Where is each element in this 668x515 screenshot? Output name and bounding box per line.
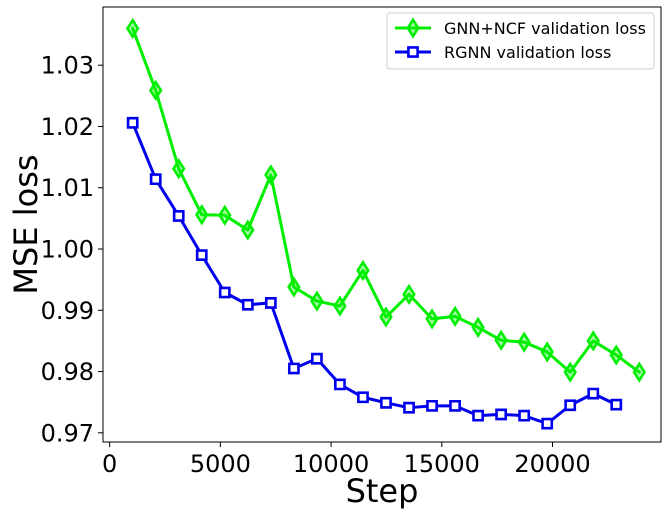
data-point [609, 344, 624, 366]
data-point [449, 399, 461, 412]
data-point [541, 417, 554, 430]
legend-label-gnn-ncf: GNN+NCF validation loss [444, 19, 646, 38]
data-point [264, 297, 277, 309]
data-point [494, 329, 508, 351]
data-point [172, 210, 185, 222]
x-tick-label: 0 [102, 450, 117, 478]
y-tick-label: 1.01 [41, 174, 94, 202]
data-point [402, 283, 416, 305]
y-tick-label: 1.03 [41, 52, 94, 80]
series-gnn-ncf [125, 17, 647, 383]
legend: GNN+NCF validation loss RGNN validation … [386, 12, 655, 70]
data-point [518, 409, 531, 422]
data-point [264, 164, 278, 186]
data-point [403, 401, 415, 414]
x-tick-label: 15000 [404, 450, 480, 478]
data-point [218, 286, 231, 299]
data-point [171, 158, 186, 180]
data-point [241, 298, 254, 311]
data-point [471, 316, 485, 339]
data-point [425, 308, 439, 330]
x-axis-label: Step [346, 472, 419, 510]
y-tick-label: 0.99 [41, 297, 94, 325]
data-point [310, 290, 324, 312]
data-point [125, 17, 140, 40]
data-point [334, 378, 346, 391]
data-point [195, 249, 208, 262]
data-point [126, 116, 139, 129]
y-axis-ticks: 0.97 0.98 0.99 1.00 1.01 1.02 1.03 [41, 52, 103, 447]
data-point [380, 396, 392, 409]
legend-marker-gnn-ncf [406, 17, 420, 39]
data-point [148, 79, 163, 101]
x-tick-label: 5000 [190, 450, 251, 478]
y-axis-label: MSE loss [7, 154, 45, 294]
data-point [564, 399, 577, 412]
data-point [632, 361, 647, 383]
legend-entry-rgnn: RGNN validation loss [395, 43, 611, 62]
data-point [587, 387, 600, 400]
y-tick-label: 1.02 [41, 113, 94, 141]
data-point [149, 173, 162, 186]
data-point [517, 331, 531, 353]
data-point [426, 399, 438, 412]
data-point [311, 352, 323, 365]
data-point [287, 362, 300, 375]
data-point [195, 204, 209, 226]
data-point [357, 391, 369, 404]
y-tick-label: 0.98 [41, 358, 94, 386]
series-line [131, 26, 641, 374]
legend-label-rgnn: RGNN validation loss [444, 43, 611, 62]
y-tick-label: 1.00 [41, 236, 94, 264]
data-point [379, 306, 393, 328]
data-point [218, 204, 232, 226]
x-axis-ticks: 0 5000 10000 15000 20000 [102, 442, 591, 478]
x-tick-label: 20000 [514, 450, 590, 478]
series-line [131, 121, 618, 426]
series-layer [125, 17, 647, 430]
data-point [586, 330, 600, 352]
plot-frame [102, 6, 662, 443]
data-point [333, 295, 347, 317]
data-point [540, 341, 554, 363]
legend-marker-rgnn [407, 46, 419, 58]
legend-box [386, 12, 655, 70]
data-point [287, 276, 301, 298]
data-point [356, 259, 370, 282]
data-point [610, 398, 623, 411]
data-point [563, 361, 577, 383]
legend-entry-gnn-ncf: GNN+NCF validation loss [395, 17, 646, 39]
data-point [448, 305, 462, 328]
series-rgnn [126, 116, 623, 430]
y-tick-label: 0.97 [41, 419, 94, 447]
data-point [495, 408, 508, 421]
data-point [241, 219, 255, 241]
x-tick-label: 10000 [293, 450, 369, 478]
data-point [472, 409, 484, 422]
